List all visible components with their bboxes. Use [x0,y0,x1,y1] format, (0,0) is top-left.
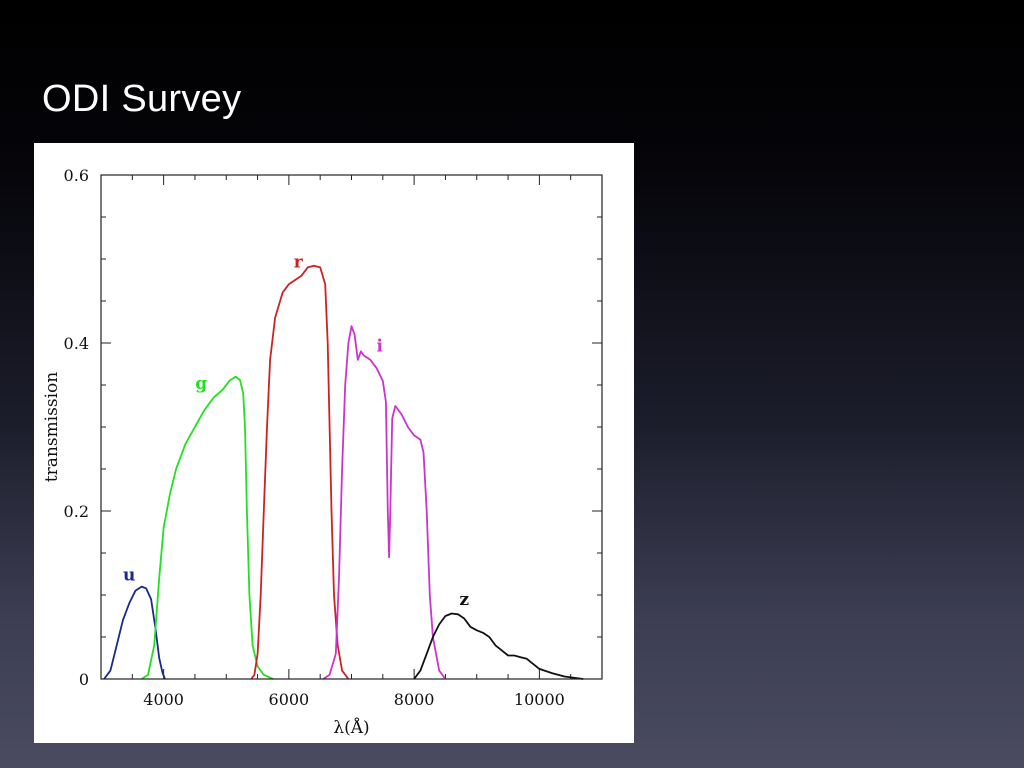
y-tick-label: 0 [79,670,89,689]
chart-series: u g r i z [103,252,584,680]
chart-tick-labels: 4000 6000 8000 10000 0 0.2 0.4 0.6 [64,166,565,709]
y-tick-label: 0.4 [64,334,89,353]
series-label-i: i [376,336,383,356]
x-tick-label: 4000 [143,690,184,709]
series-line-r [250,264,350,680]
x-tick-label: 10000 [514,690,565,709]
series-label-r: r [294,252,304,272]
series-label-u: u [123,566,135,586]
chart-ticks [100,174,603,680]
x-tick-label: 8000 [394,690,435,709]
x-tick-label: 6000 [269,690,310,709]
y-tick-label: 0.6 [64,166,89,185]
series-line-i [322,325,447,680]
series-label-g: g [195,374,207,394]
y-axis-label: transmission [42,372,62,482]
series-label-z: z [459,590,469,610]
y-tick-label: 0.2 [64,502,89,521]
chart-panel: u g r i z 4000 6000 8000 10000 0 0.2 0.4 0.6 λ(Å) t… [34,143,634,743]
slide-title: ODI Survey [42,78,242,120]
x-axis-label: λ(Å) [333,717,369,738]
plot-frame [100,174,603,680]
series-line-u [103,585,166,680]
series-line-g [141,375,274,680]
series-line-z [413,612,584,680]
transmission-chart: u g r i z 4000 6000 8000 10000 0 0.2 0.4 0.6 λ(Å) t… [42,166,603,738]
